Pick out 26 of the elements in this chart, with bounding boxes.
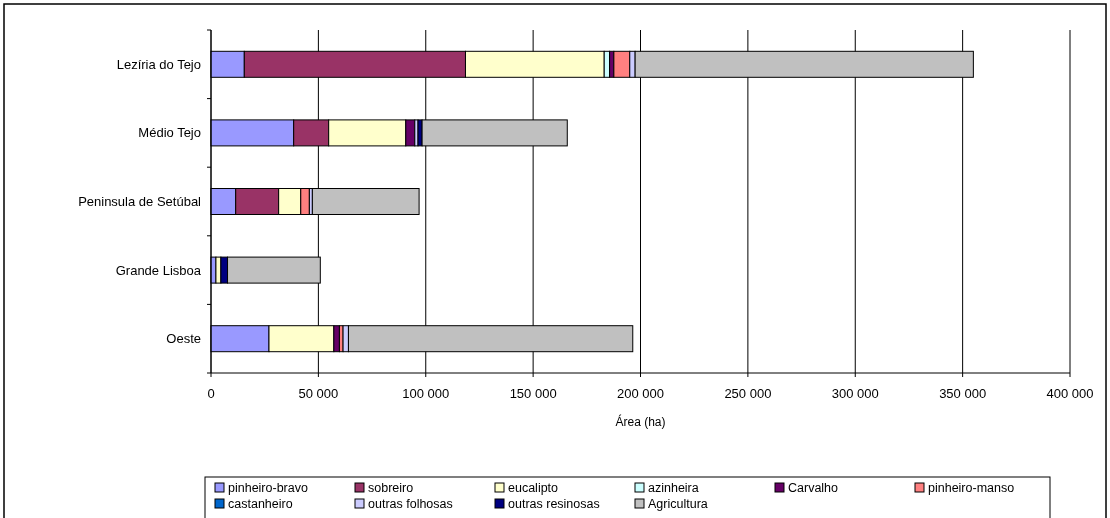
x-tick-label: 0 bbox=[207, 386, 215, 401]
x-axis-title: Área (ha) bbox=[615, 414, 666, 429]
x-tick-label: 200 000 bbox=[617, 386, 664, 401]
legend-label: eucalipto bbox=[508, 481, 559, 496]
legend-label: outras folhosas bbox=[368, 497, 453, 512]
y-tick-label: Médio Tejo bbox=[138, 125, 201, 141]
legend-label: Agricultura bbox=[648, 497, 708, 512]
x-tick-label: 300 000 bbox=[831, 386, 879, 401]
legend-label: outras resinosas bbox=[508, 497, 600, 512]
legend-label: pinheiro-manso bbox=[928, 481, 1015, 496]
x-tick-label: 50 000 bbox=[298, 386, 339, 401]
y-tick-label: Oeste bbox=[166, 331, 201, 347]
legend-label: castanheiro bbox=[228, 497, 293, 512]
legend-label: Carvalho bbox=[788, 481, 839, 496]
x-tick-label: 150 000 bbox=[509, 386, 557, 401]
x-tick-label: 400 000 bbox=[1046, 386, 1094, 401]
x-tick-label: 100 000 bbox=[402, 386, 450, 401]
y-tick-label: Lezíria do Tejo bbox=[116, 56, 201, 72]
y-tick-label: Grande Lisboa bbox=[115, 262, 202, 278]
bar bbox=[613, 50, 631, 78]
legend-label: pinheiro-bravo bbox=[228, 481, 308, 496]
legend-label: azinheira bbox=[648, 481, 699, 496]
x-tick-label: 350 000 bbox=[939, 386, 987, 401]
legend-label: sobreiro bbox=[368, 481, 414, 496]
x-tick-label: 250 000 bbox=[724, 386, 772, 401]
y-tick-label: Peninsula de Setúbal bbox=[78, 194, 202, 210]
